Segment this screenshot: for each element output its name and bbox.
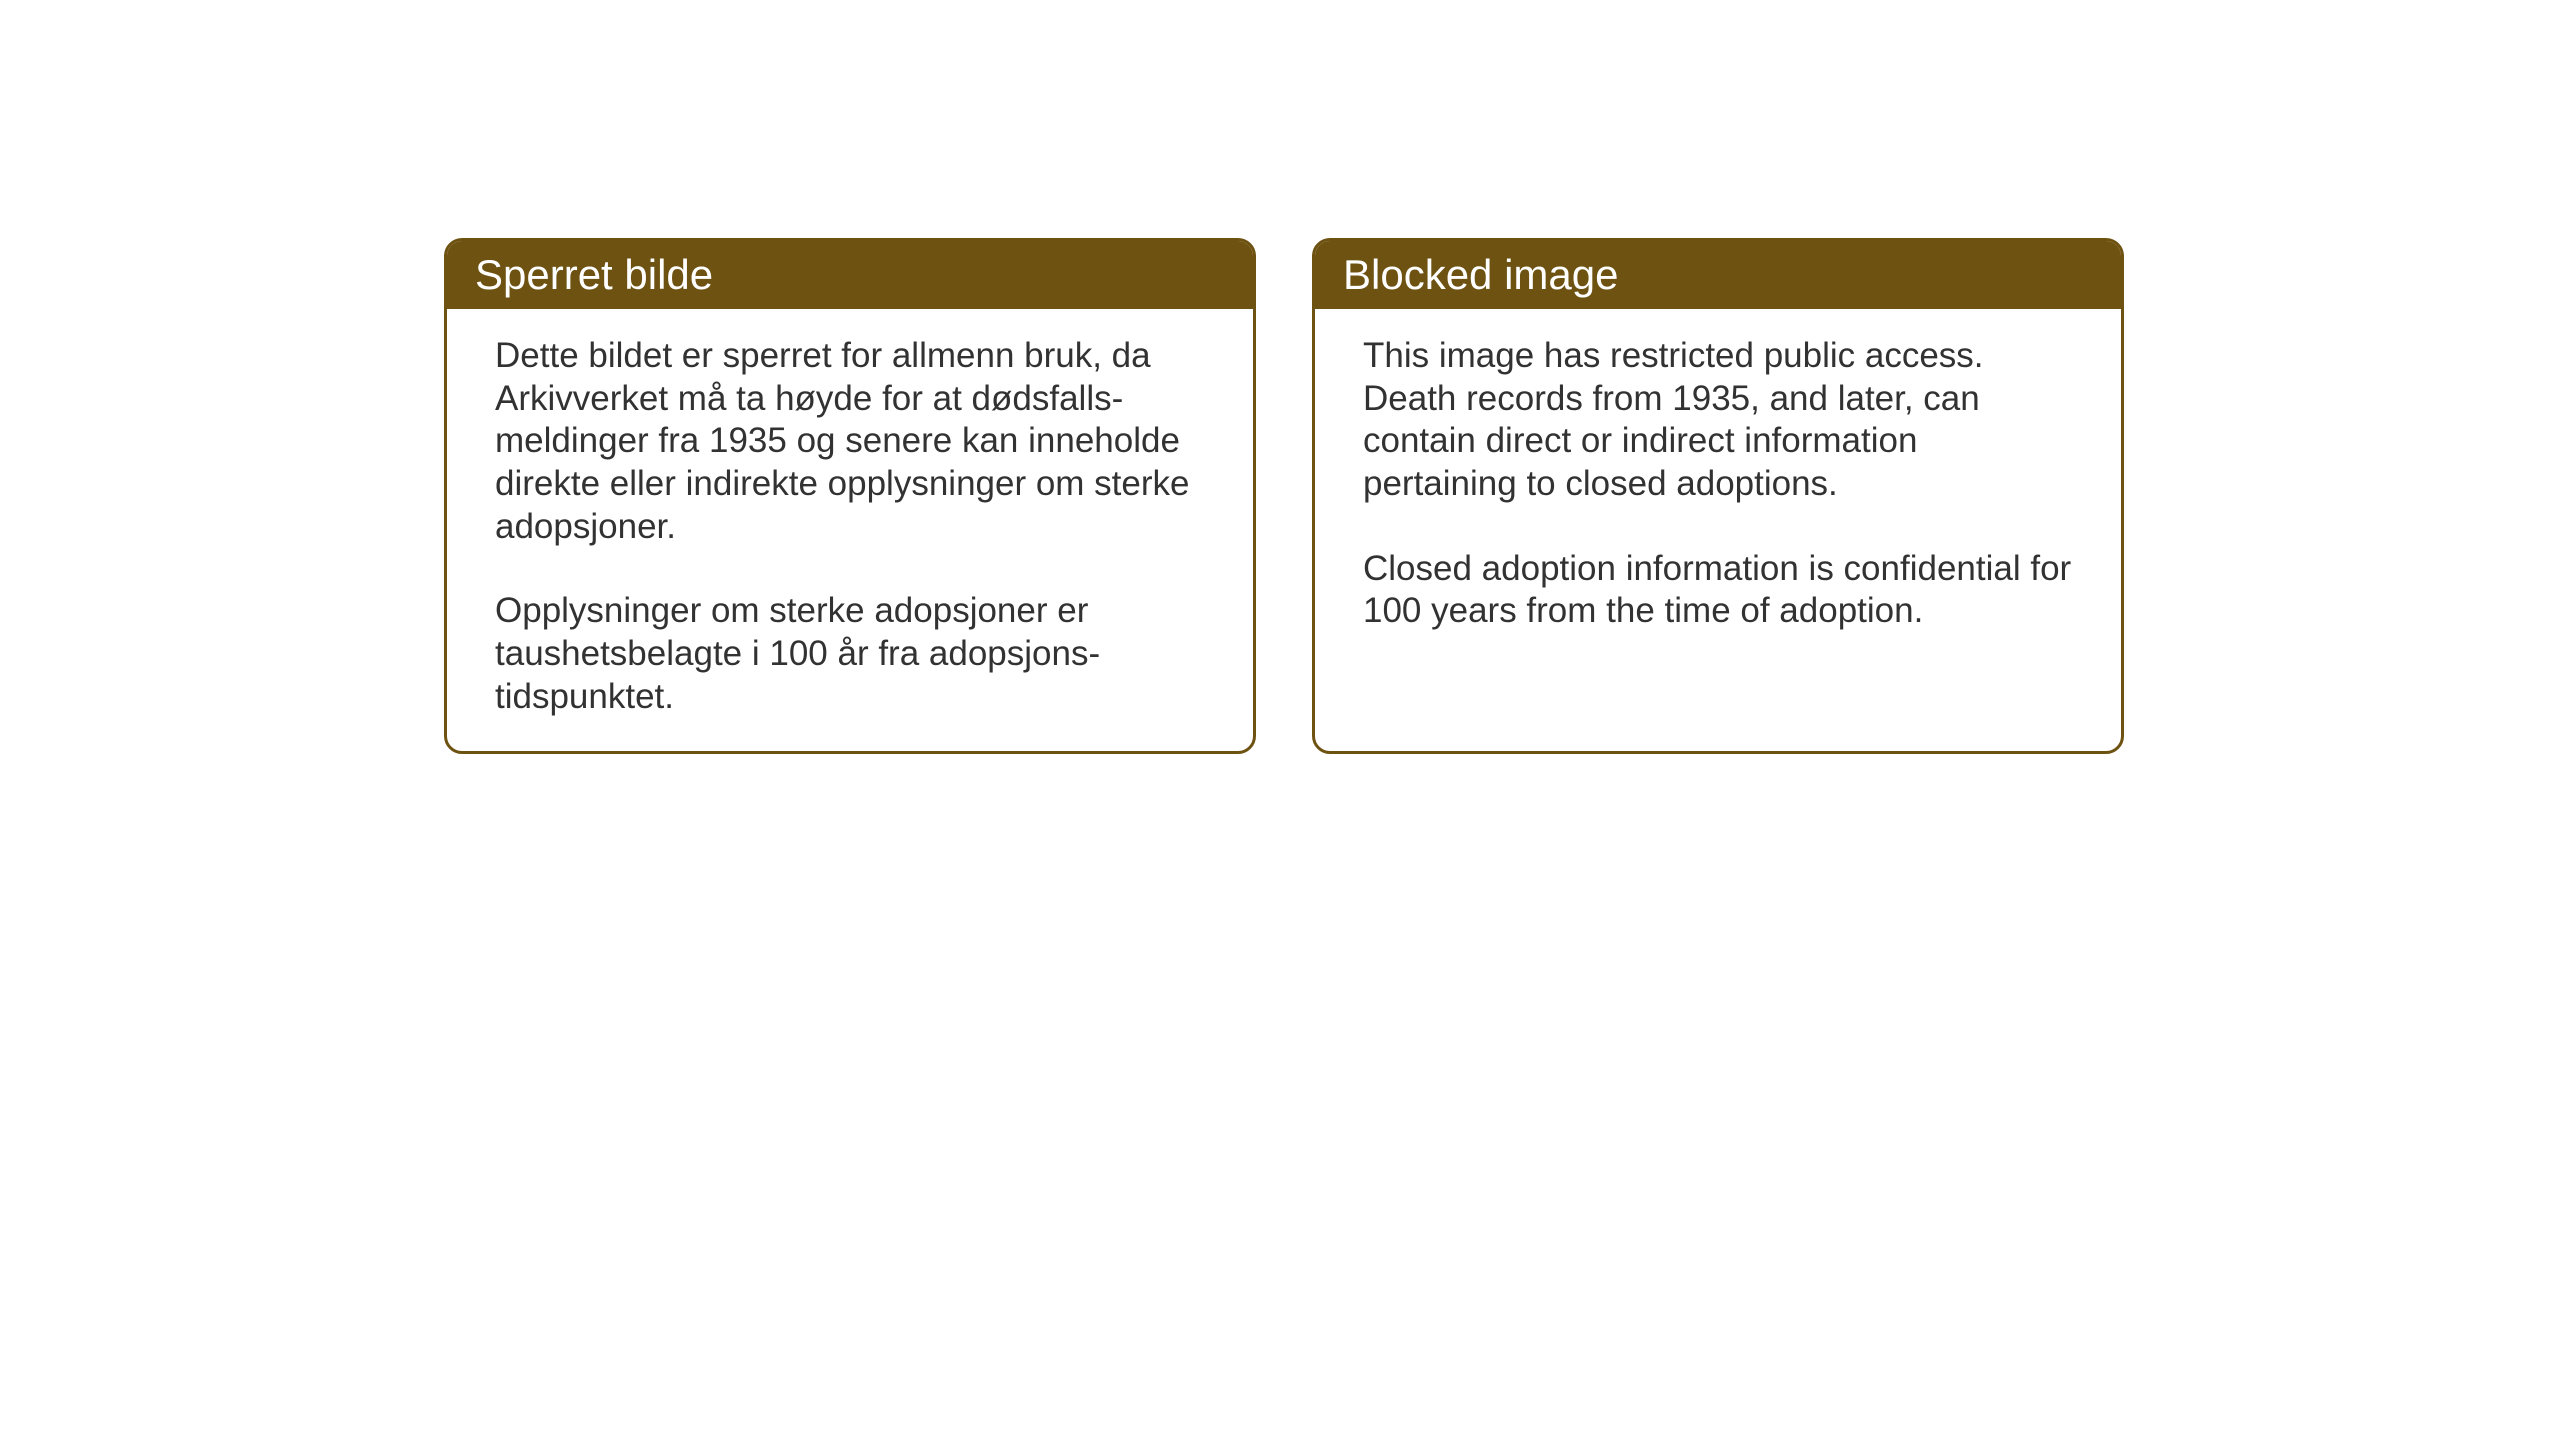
card-header-norwegian: Sperret bilde (447, 241, 1253, 309)
card-body-english: This image has restricted public access.… (1315, 309, 2121, 694)
card-body-norwegian: Dette bildet er sperret for allmenn bruk… (447, 309, 1253, 751)
card-english: Blocked image This image has restricted … (1312, 238, 2124, 754)
paragraph-1-norwegian: Dette bildet er sperret for allmenn bruk… (495, 335, 1205, 548)
card-norwegian: Sperret bilde Dette bildet er sperret fo… (444, 238, 1256, 754)
paragraph-2-english: Closed adoption information is confident… (1363, 548, 2073, 633)
paragraph-1-english: This image has restricted public access.… (1363, 335, 2073, 506)
card-header-english: Blocked image (1315, 241, 2121, 309)
cards-container: Sperret bilde Dette bildet er sperret fo… (444, 238, 2124, 754)
paragraph-2-norwegian: Opplysninger om sterke adopsjoner er tau… (495, 590, 1205, 718)
